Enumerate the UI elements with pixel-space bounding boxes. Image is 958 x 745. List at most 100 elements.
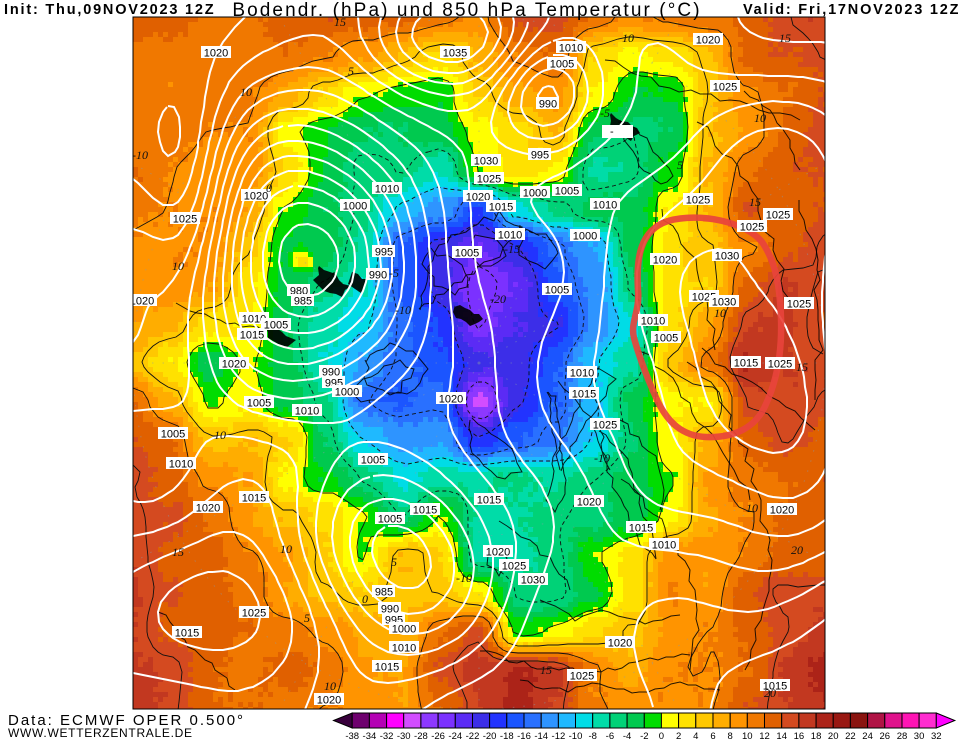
svg-text:1020: 1020 — [204, 48, 228, 60]
svg-text:10: 10 — [746, 501, 758, 515]
svg-text:1030: 1030 — [521, 575, 545, 587]
svg-text:2: 2 — [676, 731, 681, 740]
svg-text:1020: 1020 — [244, 191, 268, 203]
svg-text:6: 6 — [710, 731, 715, 740]
svg-text:-30: -30 — [397, 731, 411, 740]
svg-text:1010: 1010 — [593, 200, 617, 212]
svg-text:-12: -12 — [552, 731, 566, 740]
svg-text:1000: 1000 — [335, 387, 359, 399]
svg-text:-10: -10 — [594, 451, 610, 465]
svg-text:1005: 1005 — [545, 285, 569, 297]
svg-text:15: 15 — [172, 545, 184, 559]
svg-text:-20: -20 — [490, 292, 506, 306]
svg-text:1015: 1015 — [375, 662, 399, 674]
svg-text:1020: 1020 — [439, 394, 463, 406]
svg-text:1020: 1020 — [196, 503, 220, 515]
svg-text:10: 10 — [754, 111, 766, 125]
svg-text:990: 990 — [369, 270, 387, 282]
svg-text:1010: 1010 — [570, 368, 594, 380]
svg-text:0: 0 — [659, 731, 664, 740]
svg-text:22: 22 — [845, 731, 856, 740]
svg-text:1010: 1010 — [295, 406, 319, 418]
svg-text:1015: 1015 — [763, 681, 787, 693]
svg-text:-32: -32 — [380, 731, 394, 740]
svg-text:1000: 1000 — [343, 201, 367, 213]
svg-text:15: 15 — [540, 663, 552, 677]
svg-text:1025: 1025 — [740, 222, 764, 234]
svg-text:1025: 1025 — [593, 420, 617, 432]
svg-text:0: 0 — [362, 592, 368, 606]
svg-text:1015: 1015 — [413, 505, 437, 517]
svg-text:1025: 1025 — [477, 174, 501, 186]
svg-text:Init: Thu,09NOV2023 12Z: Init: Thu,09NOV2023 12Z — [4, 2, 215, 18]
svg-text:-18: -18 — [500, 731, 514, 740]
svg-text:WWW.WETTERZENTRALE.DE: WWW.WETTERZENTRALE.DE — [8, 726, 193, 740]
svg-text:1015: 1015 — [629, 523, 653, 535]
svg-text:10: 10 — [172, 259, 184, 273]
svg-text:1025: 1025 — [242, 608, 266, 620]
svg-text:-5: -5 — [389, 266, 399, 280]
svg-text:26: 26 — [880, 731, 891, 740]
svg-text:30: 30 — [914, 731, 925, 740]
svg-text:-10: -10 — [132, 148, 148, 162]
svg-text:18: 18 — [811, 731, 822, 740]
svg-text:-26: -26 — [431, 731, 445, 740]
svg-text:1025: 1025 — [787, 299, 811, 311]
svg-text:1005: 1005 — [161, 429, 185, 441]
svg-text:1020: 1020 — [770, 505, 794, 517]
svg-text:985: 985 — [375, 587, 393, 599]
svg-text:1025: 1025 — [713, 82, 737, 94]
svg-text:1025: 1025 — [766, 210, 790, 222]
svg-text:16: 16 — [794, 731, 805, 740]
svg-text:1015: 1015 — [242, 493, 266, 505]
svg-text:1010: 1010 — [375, 184, 399, 196]
svg-text:1025: 1025 — [686, 195, 710, 207]
svg-text:995: 995 — [531, 150, 549, 162]
svg-text:985: 985 — [294, 296, 312, 308]
svg-text:1005: 1005 — [361, 455, 385, 467]
svg-text:1020: 1020 — [653, 255, 677, 267]
svg-text:1015: 1015 — [489, 202, 513, 214]
svg-text:995: 995 — [375, 247, 393, 259]
svg-text:1035: 1035 — [443, 48, 467, 60]
svg-text:1030: 1030 — [712, 297, 736, 309]
svg-text:4: 4 — [693, 731, 698, 740]
svg-text:-16: -16 — [517, 731, 531, 740]
svg-text:15: 15 — [796, 360, 808, 374]
svg-text:-10: -10 — [395, 303, 411, 317]
svg-text:1000: 1000 — [573, 231, 597, 243]
svg-text:-10: -10 — [456, 571, 472, 585]
svg-text:Data: ECMWF OPER 0.500°: Data: ECMWF OPER 0.500° — [8, 712, 245, 729]
svg-text:-15: -15 — [504, 242, 520, 256]
svg-text:1020: 1020 — [130, 296, 154, 308]
svg-text:20: 20 — [828, 731, 839, 740]
svg-text:1010: 1010 — [652, 540, 676, 552]
svg-text:15: 15 — [334, 15, 346, 29]
svg-text:10: 10 — [324, 679, 336, 693]
svg-text:0: 0 — [266, 181, 272, 195]
svg-text:20: 20 — [791, 543, 803, 557]
svg-text:1020: 1020 — [608, 638, 632, 650]
svg-text:1020: 1020 — [577, 497, 601, 509]
svg-text:-14: -14 — [534, 731, 548, 740]
svg-text:1000: 1000 — [392, 624, 416, 636]
svg-text:10: 10 — [714, 306, 726, 320]
svg-text:-34: -34 — [363, 731, 377, 740]
svg-text:1005: 1005 — [378, 514, 402, 526]
svg-text:1005: 1005 — [247, 398, 271, 410]
svg-text:12: 12 — [759, 731, 770, 740]
svg-text:1005: 1005 — [550, 59, 574, 71]
svg-text:10: 10 — [214, 428, 226, 442]
svg-text:24: 24 — [862, 731, 873, 740]
svg-text:1015: 1015 — [240, 330, 264, 342]
svg-text:15: 15 — [779, 31, 791, 45]
svg-text:-22: -22 — [466, 731, 480, 740]
svg-text:1020: 1020 — [317, 695, 341, 707]
svg-text:1025: 1025 — [173, 214, 197, 226]
svg-text:-6: -6 — [606, 731, 614, 740]
svg-text:-: - — [610, 126, 614, 138]
svg-text:990: 990 — [381, 604, 399, 616]
svg-text:8: 8 — [728, 731, 733, 740]
svg-text:-28: -28 — [414, 731, 428, 740]
svg-text:14: 14 — [776, 731, 787, 740]
